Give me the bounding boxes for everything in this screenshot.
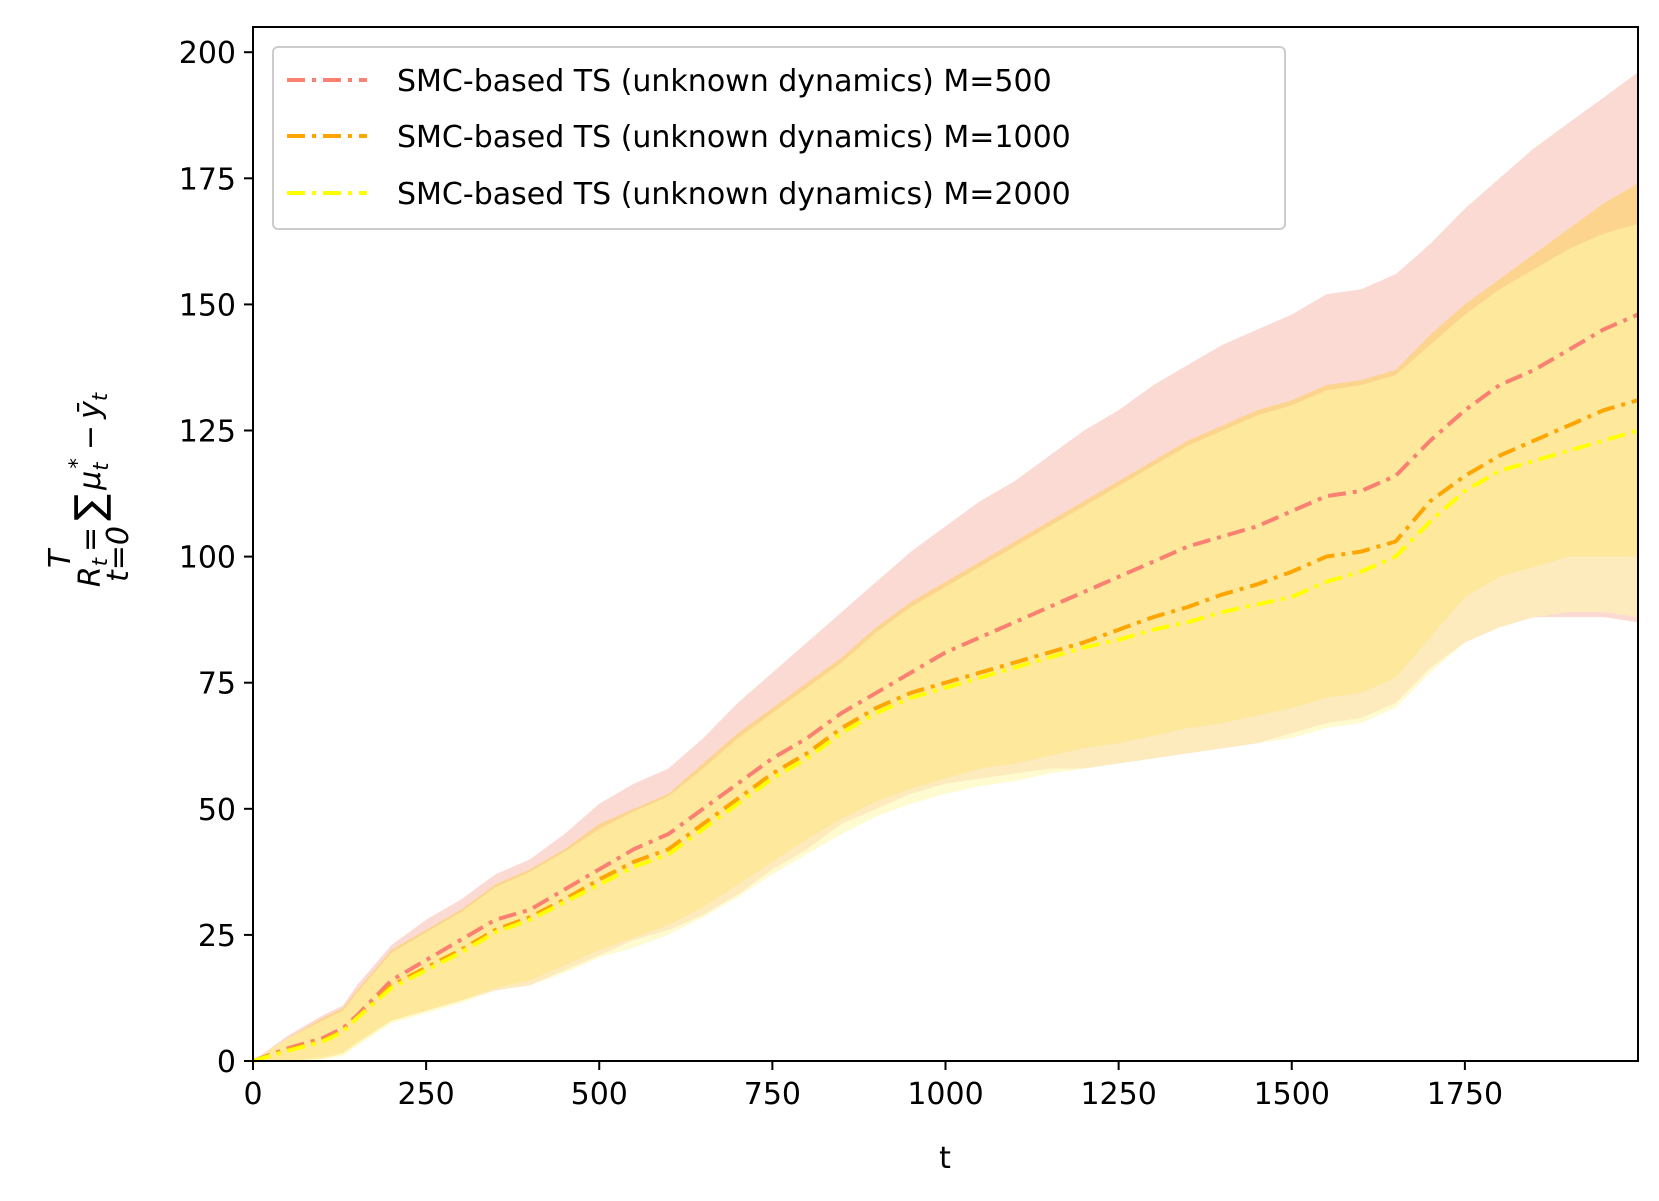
- legend-label-m1000: SMC-based TS (unknown dynamics) M=1000: [397, 120, 1071, 155]
- y-label-ybar: ȳ: [73, 400, 108, 420]
- y-label-equals: =: [73, 527, 108, 552]
- y-axis-ticks: 0 25 50 75 100 125 150 175 200: [179, 36, 253, 1080]
- y-tick-label-25: 25: [198, 919, 236, 954]
- y-label-r-sub: t: [88, 557, 112, 566]
- line-smc-based-ts-unknown-dynamics-m-500: [252, 312, 1639, 1063]
- band-smc-based-ts-unknown-dynamics-m-2000: [253, 223, 1638, 1061]
- y-tick-label-100: 100: [179, 541, 236, 576]
- legend-label-m2000: SMC-based TS (unknown dynamics) M=2000: [397, 177, 1071, 212]
- x-tick-label-500: 500: [571, 1077, 628, 1112]
- line-smc-based-ts-unknown-dynamics-m-2000: [252, 428, 1639, 1063]
- y-tick-label-150: 150: [179, 288, 236, 323]
- legend-box: [272, 46, 1286, 230]
- x-tick-label-750: 750: [744, 1077, 801, 1112]
- legend: SMC-based TS (unknown dynamics) M=500 SM…: [272, 46, 1286, 230]
- y-tick-label-50: 50: [198, 793, 236, 828]
- y-label-minus: −: [73, 425, 108, 450]
- y-tick-label-75: 75: [198, 667, 236, 702]
- x-tick-label-250: 250: [397, 1077, 454, 1112]
- x-tick-label-1500: 1500: [1254, 1077, 1330, 1112]
- y-label-sum-lower: t=0: [101, 526, 136, 582]
- series-lines: [252, 312, 1639, 1063]
- line-smc-based-ts-unknown-dynamics-m-1000: [252, 398, 1639, 1063]
- x-axis-label: t: [939, 1141, 951, 1176]
- y-label-r: R: [73, 566, 108, 587]
- legend-label-m500: SMC-based TS (unknown dynamics) M=500: [397, 64, 1052, 99]
- x-tick-label-1000: 1000: [907, 1077, 983, 1112]
- y-label-sum: ∑: [67, 494, 113, 521]
- y-tick-label-200: 200: [179, 36, 236, 71]
- y-label-mu-sub: t: [89, 462, 113, 471]
- band-smc-based-ts-unknown-dynamics-m-500: [253, 72, 1638, 1061]
- y-tick-label-175: 175: [179, 162, 236, 197]
- x-tick-label-0: 0: [243, 1077, 262, 1112]
- y-tick-label-125: 125: [179, 415, 236, 450]
- y-axis-label: Rt=∑μt*−ȳt T t=0: [43, 392, 136, 587]
- x-axis-ticks: 0 250 500 750 1000 1250 1500 1750: [243, 1061, 1503, 1112]
- y-label-ybar-sub: t: [88, 392, 112, 401]
- confidence-bands: [253, 72, 1638, 1061]
- svg-text:Rt=∑μt*−ȳt: Rt=∑μt*−ȳt: [65, 392, 113, 587]
- x-tick-label-1250: 1250: [1080, 1077, 1156, 1112]
- y-label-mu: μ: [73, 471, 108, 491]
- y-label-sum-upper: T: [43, 547, 78, 568]
- x-tick-label-1750: 1750: [1427, 1077, 1503, 1112]
- y-tick-label-0: 0: [217, 1045, 236, 1080]
- y-label-mu-sup: *: [65, 458, 89, 469]
